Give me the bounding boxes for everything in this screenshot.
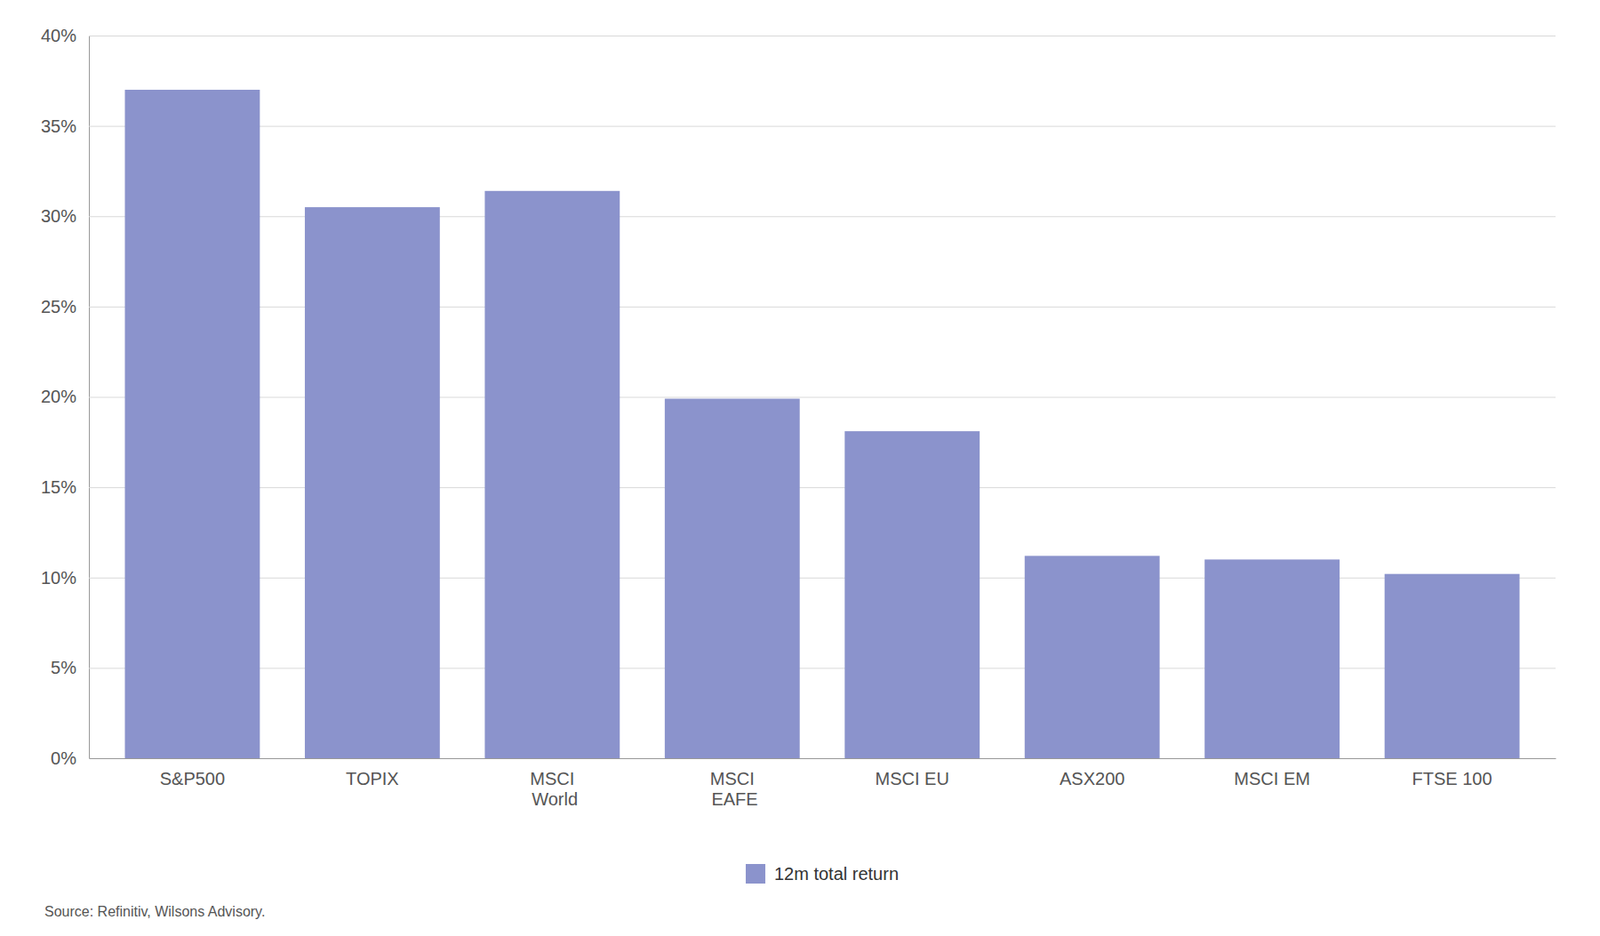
x-tick-label-line: TOPIX (345, 768, 400, 789)
y-tick-label: 25% (40, 296, 77, 317)
grid-line (88, 126, 1556, 128)
x-axis-line (89, 758, 1557, 760)
x-tick-label-line: MSCI (529, 768, 575, 789)
legend-label: 12m total return (774, 864, 899, 884)
x-tick-label: S&P500 (160, 768, 225, 789)
chart-svg: 0% 5% 10% 15% 20% 25% 30% 35% 40% S&P500 TOPIX MSCI… (0, 0, 1600, 936)
y-tick-label: 15% (40, 477, 77, 497)
plot-area: 0% 5% 10% 15% 20% 25% 30% 35% 40% S&P500 TOPIX MSCI… (40, 25, 1557, 809)
y-tick-label: 0% (50, 748, 77, 768)
x-tick-label: MSCI World (527, 768, 578, 809)
legend-swatch (745, 864, 766, 884)
x-tick-label-line: MSCI (710, 768, 755, 789)
source-note: Source: Refinitiv, Wilsons Advisory. (44, 904, 265, 920)
x-tick: MSCI EU (875, 768, 950, 789)
chart-container: 0% 5% 10% 15% 20% 25% 30% 35% 40% S&P500 TOPIX MSCI… (0, 0, 1600, 936)
bars (124, 89, 1520, 759)
bar (844, 431, 980, 759)
x-tick: ASX200 (1059, 768, 1125, 789)
x-tick: MSCI EM (1233, 768, 1311, 789)
bar (1204, 559, 1340, 759)
y-tick: 40% (40, 25, 1556, 46)
x-axis: S&P500TOPIXMSCI WorldMSCI EAFEMSCI EUASX… (89, 759, 1557, 810)
x-tick-label-line: MSCI EU (875, 768, 950, 789)
x-tick-label: ASX200 (1059, 768, 1125, 789)
x-tick-label-line: EAFE (706, 789, 759, 809)
x-tick: S&P500 (160, 768, 225, 789)
x-tick-label: MSCI EAFE (706, 768, 759, 809)
y-tick-label: 10% (40, 568, 77, 588)
y-tick-label: 40% (40, 25, 77, 46)
bar (484, 191, 620, 759)
bar (1384, 574, 1520, 759)
x-tick-label-line: World (527, 789, 578, 809)
y-tick-label: 35% (40, 116, 77, 136)
y-tick: 30% (40, 206, 1556, 226)
y-tick: 35% (40, 116, 1556, 136)
x-tick: TOPIX (345, 768, 400, 789)
y-axis-line (89, 36, 1557, 760)
x-tick-label: FTSE 100 (1412, 768, 1493, 789)
y-axis: 0% 5% 10% 15% 20% 25% 30% 35% 40% (40, 25, 1556, 768)
bar (304, 207, 440, 759)
y-tick-label: 20% (40, 386, 77, 407)
x-tick-label: MSCI EM (1233, 768, 1311, 789)
grid-line (88, 758, 1556, 760)
x-tick: MSCI World (527, 768, 578, 809)
x-tick-label-line: MSCI EM (1233, 768, 1311, 789)
legend-item: 12m total return (745, 864, 899, 884)
grid-line (88, 35, 1556, 37)
bar (1024, 555, 1160, 759)
y-tick: 25% (40, 296, 1556, 317)
x-tick: MSCI EAFE (706, 768, 759, 809)
bar (124, 89, 260, 759)
x-tick-label-line: S&P500 (160, 768, 225, 789)
y-tick-label: 30% (40, 206, 77, 226)
x-tick-label: MSCI EU (875, 768, 950, 789)
x-tick-label-line: FTSE 100 (1412, 768, 1493, 789)
y-tick-label: 5% (50, 657, 77, 678)
x-tick-label-line: ASX200 (1059, 768, 1125, 789)
bar (664, 399, 800, 759)
x-tick-label: TOPIX (345, 768, 400, 789)
legend: 12m total return (745, 864, 899, 884)
x-tick: FTSE 100 (1412, 768, 1493, 789)
